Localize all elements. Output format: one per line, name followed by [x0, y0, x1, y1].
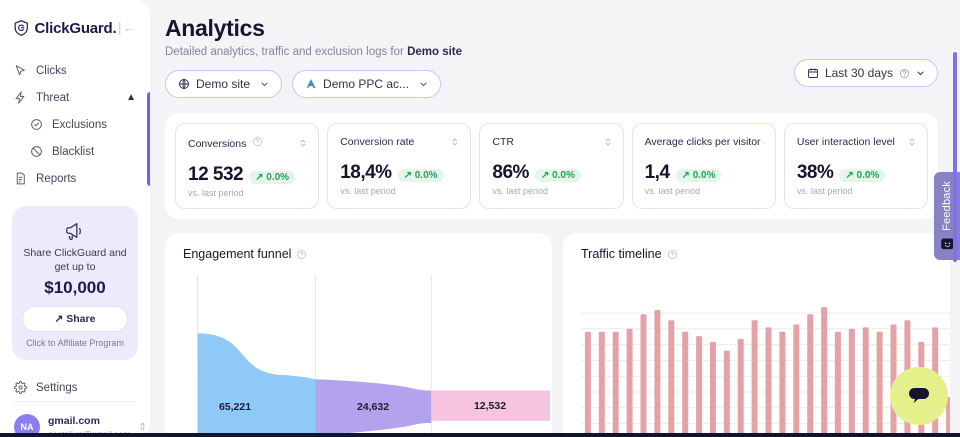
svg-text:65,221: 65,221 — [219, 401, 251, 413]
svg-text:24,632: 24,632 — [357, 401, 389, 413]
svg-text:12,532: 12,532 — [474, 400, 506, 412]
